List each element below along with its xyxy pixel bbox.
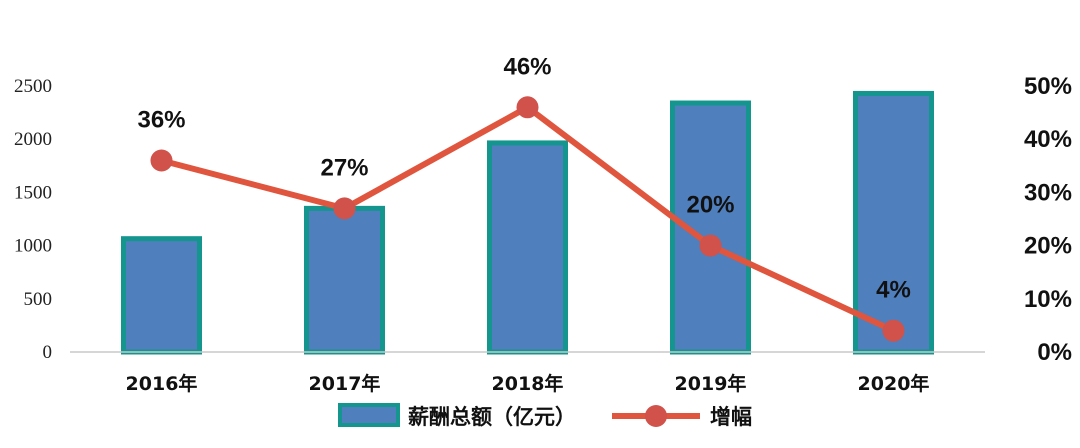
right-tick-label: 50% [1024, 73, 1072, 100]
left-y-axis: 0 500 1000 1500 2000 2500 [14, 76, 52, 363]
x-tick-label: 2017年 [309, 372, 381, 395]
line-point [699, 234, 722, 257]
legend-line-marker [645, 405, 667, 427]
legend: 薪酬总额（亿元） 增幅 [338, 403, 752, 429]
line-point [882, 319, 905, 342]
line-series: 36% 27% 46% 20% 4% [137, 53, 911, 342]
left-tick-label: 2000 [14, 129, 52, 150]
left-tick-label: 0 [43, 342, 53, 363]
left-tick-label: 2500 [14, 76, 52, 97]
line-point [333, 197, 356, 220]
right-tick-label: 30% [1024, 179, 1072, 206]
data-label: 20% [686, 192, 734, 219]
line-point [516, 96, 539, 119]
line-point [150, 149, 173, 172]
x-tick-label: 2019年 [675, 372, 747, 395]
data-label: 46% [503, 53, 551, 80]
bar-series [121, 90, 934, 355]
bar [487, 140, 568, 355]
x-tick-label: 2020年 [858, 372, 930, 395]
data-label: 36% [137, 106, 185, 133]
right-y-axis: 0% 10% 20% 30% 40% 50% [1024, 73, 1072, 366]
left-tick-label: 1000 [14, 236, 52, 257]
bar [853, 90, 934, 355]
data-label: 27% [320, 154, 368, 181]
x-tick-label: 2018年 [492, 372, 564, 395]
right-tick-label: 20% [1024, 233, 1072, 260]
x-axis-labels: 2016年 2017年 2018年 2019年 2020年 [126, 372, 930, 395]
bar [304, 205, 385, 355]
right-tick-label: 10% [1024, 286, 1072, 313]
legend-bar-swatch [338, 403, 400, 427]
left-tick-label: 1500 [14, 182, 52, 203]
data-label: 4% [876, 277, 911, 304]
legend-label: 薪酬总额（亿元） [408, 405, 576, 429]
right-tick-label: 40% [1024, 126, 1072, 153]
right-tick-label: 0% [1037, 339, 1072, 366]
legend-label: 增幅 [710, 405, 752, 429]
x-tick-label: 2016年 [126, 372, 198, 395]
left-tick-label: 500 [24, 289, 53, 310]
bar [121, 236, 202, 355]
